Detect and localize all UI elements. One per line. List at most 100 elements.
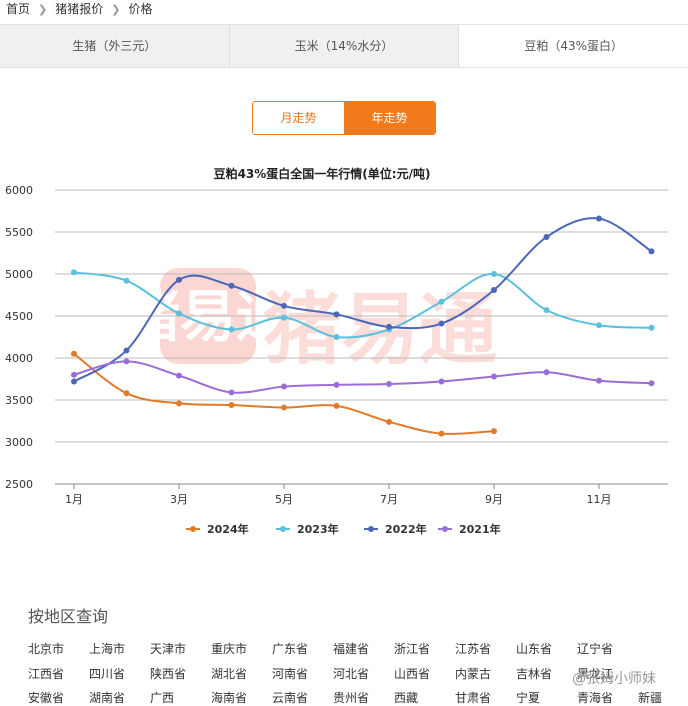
data-point bbox=[281, 314, 287, 321]
data-point bbox=[71, 350, 77, 357]
data-point bbox=[71, 378, 77, 385]
region-link[interactable]: 贵州省 bbox=[333, 691, 370, 705]
legend-marker-dot bbox=[190, 526, 196, 532]
tab-corn[interactable]: 玉米（14%水分） bbox=[230, 25, 460, 67]
data-point bbox=[176, 276, 182, 283]
legend-marker-dot bbox=[368, 526, 374, 532]
data-point bbox=[281, 383, 287, 390]
region-link[interactable]: 福建省 bbox=[333, 642, 370, 656]
tab-soybean-meal[interactable]: 豆粕（43%蛋白） bbox=[459, 25, 688, 67]
data-point bbox=[543, 307, 550, 314]
series-line-3 bbox=[73, 360, 652, 394]
x-tick-label: 5月 bbox=[275, 493, 293, 506]
region-link[interactable]: 湖南省 bbox=[89, 691, 126, 705]
data-point bbox=[491, 271, 497, 277]
commodity-tabs: 生猪（外三元） 玉米（14%水分） 豆粕（43%蛋白） bbox=[0, 24, 688, 68]
region-link[interactable]: 黑龙江 bbox=[577, 667, 614, 681]
monthly-trend-button[interactable]: 月走势 bbox=[253, 102, 344, 134]
region-link[interactable]: 上海市 bbox=[89, 642, 126, 656]
breadcrumb: 首页 ❯ 猪猪报价 ❯ 价格 bbox=[6, 0, 152, 22]
data-point bbox=[648, 248, 655, 255]
series-line-1 bbox=[73, 271, 652, 339]
y-tick-label: 6000 bbox=[5, 184, 33, 197]
region-row-3: 安徽省 湖南省 广西 海南省 云南省 贵州省 西藏 甘肃省 宁夏 青海省 新疆 bbox=[28, 689, 688, 706]
legend-label: 2021年 bbox=[459, 522, 501, 536]
watermark-logo: 猪易通 bbox=[124, 268, 292, 364]
price-line-chart: 猪易通 猪易通 豆粕43%蛋白全国一年行情(单位:元/吨) 2500 3000 35… bbox=[5, 166, 668, 536]
grid-lines bbox=[55, 189, 668, 485]
data-point bbox=[596, 215, 602, 222]
data-point bbox=[176, 310, 182, 317]
region-link[interactable]: 山东省 bbox=[516, 642, 553, 656]
data-point bbox=[438, 298, 445, 305]
data-point bbox=[281, 302, 287, 309]
data-point bbox=[281, 404, 287, 411]
region-link[interactable]: 山西省 bbox=[394, 667, 431, 681]
region-link[interactable]: 海南省 bbox=[211, 691, 248, 705]
region-query-title: 按地区查询 bbox=[28, 607, 109, 626]
chart-title: 豆粕43%蛋白全国一年行情(单位:元/吨) bbox=[214, 166, 431, 181]
region-link[interactable]: 江苏省 bbox=[455, 642, 492, 656]
series-line-2 bbox=[73, 217, 653, 383]
data-point bbox=[491, 373, 497, 380]
data-point bbox=[438, 320, 445, 327]
region-link[interactable]: 新疆 bbox=[638, 691, 663, 705]
data-point bbox=[648, 380, 655, 387]
region-link[interactable]: 辽宁省 bbox=[577, 642, 614, 656]
data-point bbox=[176, 400, 182, 407]
legend-marker-dot bbox=[442, 526, 448, 532]
data-point bbox=[438, 378, 445, 385]
region-link[interactable]: 西藏 bbox=[394, 691, 419, 705]
y-tick-label: 3000 bbox=[5, 436, 33, 449]
data-point bbox=[543, 369, 550, 376]
region-link[interactable]: 甘肃省 bbox=[455, 691, 492, 705]
data-point bbox=[386, 418, 392, 425]
data-point bbox=[386, 323, 392, 330]
region-link[interactable]: 湖北省 bbox=[211, 667, 248, 681]
data-point bbox=[123, 347, 130, 354]
region-link[interactable]: 河南省 bbox=[272, 667, 309, 681]
data-point bbox=[596, 322, 602, 329]
series-lines bbox=[71, 215, 655, 437]
y-tick-label: 4500 bbox=[5, 310, 33, 323]
region-link[interactable]: 浙江省 bbox=[394, 642, 431, 656]
region-link[interactable]: 广西 bbox=[150, 691, 175, 705]
region-link[interactable]: 陕西省 bbox=[150, 667, 187, 681]
y-tick-label: 3500 bbox=[5, 394, 33, 407]
data-point bbox=[176, 372, 182, 379]
legend-marker-dot bbox=[280, 526, 286, 532]
region-link[interactable]: 青海省 bbox=[577, 691, 614, 705]
data-point bbox=[333, 311, 340, 318]
region-link[interactable]: 吉林省 bbox=[516, 667, 553, 681]
region-link[interactable]: 广东省 bbox=[272, 642, 309, 656]
region-link[interactable]: 宁夏 bbox=[516, 691, 541, 705]
legend-label: 2022年 bbox=[385, 522, 427, 536]
data-point bbox=[71, 269, 77, 276]
chevron-right-icon: ❯ bbox=[38, 3, 48, 16]
data-point bbox=[228, 389, 235, 396]
region-link[interactable]: 云南省 bbox=[272, 691, 309, 705]
yearly-trend-button[interactable]: 年走势 bbox=[344, 102, 435, 134]
region-link[interactable]: 内蒙古 bbox=[455, 667, 492, 681]
breadcrumb-home[interactable]: 首页 bbox=[6, 2, 31, 16]
region-link[interactable]: 四川省 bbox=[89, 667, 126, 681]
tab-live-pig[interactable]: 生猪（外三元） bbox=[0, 25, 230, 67]
data-point bbox=[71, 371, 77, 378]
data-point bbox=[228, 282, 235, 289]
y-tick-label: 4000 bbox=[5, 352, 33, 365]
region-link[interactable]: 河北省 bbox=[333, 667, 370, 681]
region-link[interactable]: 安徽省 bbox=[28, 691, 65, 705]
region-link[interactable]: 北京市 bbox=[28, 642, 65, 656]
x-tick-label: 7月 bbox=[380, 493, 398, 506]
region-link[interactable]: 重庆市 bbox=[211, 642, 248, 656]
region-link[interactable]: 天津市 bbox=[150, 642, 187, 656]
trend-toggle: 月走势 年走势 bbox=[252, 101, 436, 135]
region-link[interactable]: 江西省 bbox=[28, 667, 65, 681]
breadcrumb-pig-price[interactable]: 猪猪报价 bbox=[55, 2, 104, 16]
data-point bbox=[123, 358, 130, 365]
y-tick-label: 5500 bbox=[5, 226, 33, 239]
data-point bbox=[123, 390, 130, 397]
chevron-right-icon: ❯ bbox=[111, 3, 121, 16]
data-point bbox=[333, 334, 340, 340]
data-point bbox=[491, 286, 497, 293]
